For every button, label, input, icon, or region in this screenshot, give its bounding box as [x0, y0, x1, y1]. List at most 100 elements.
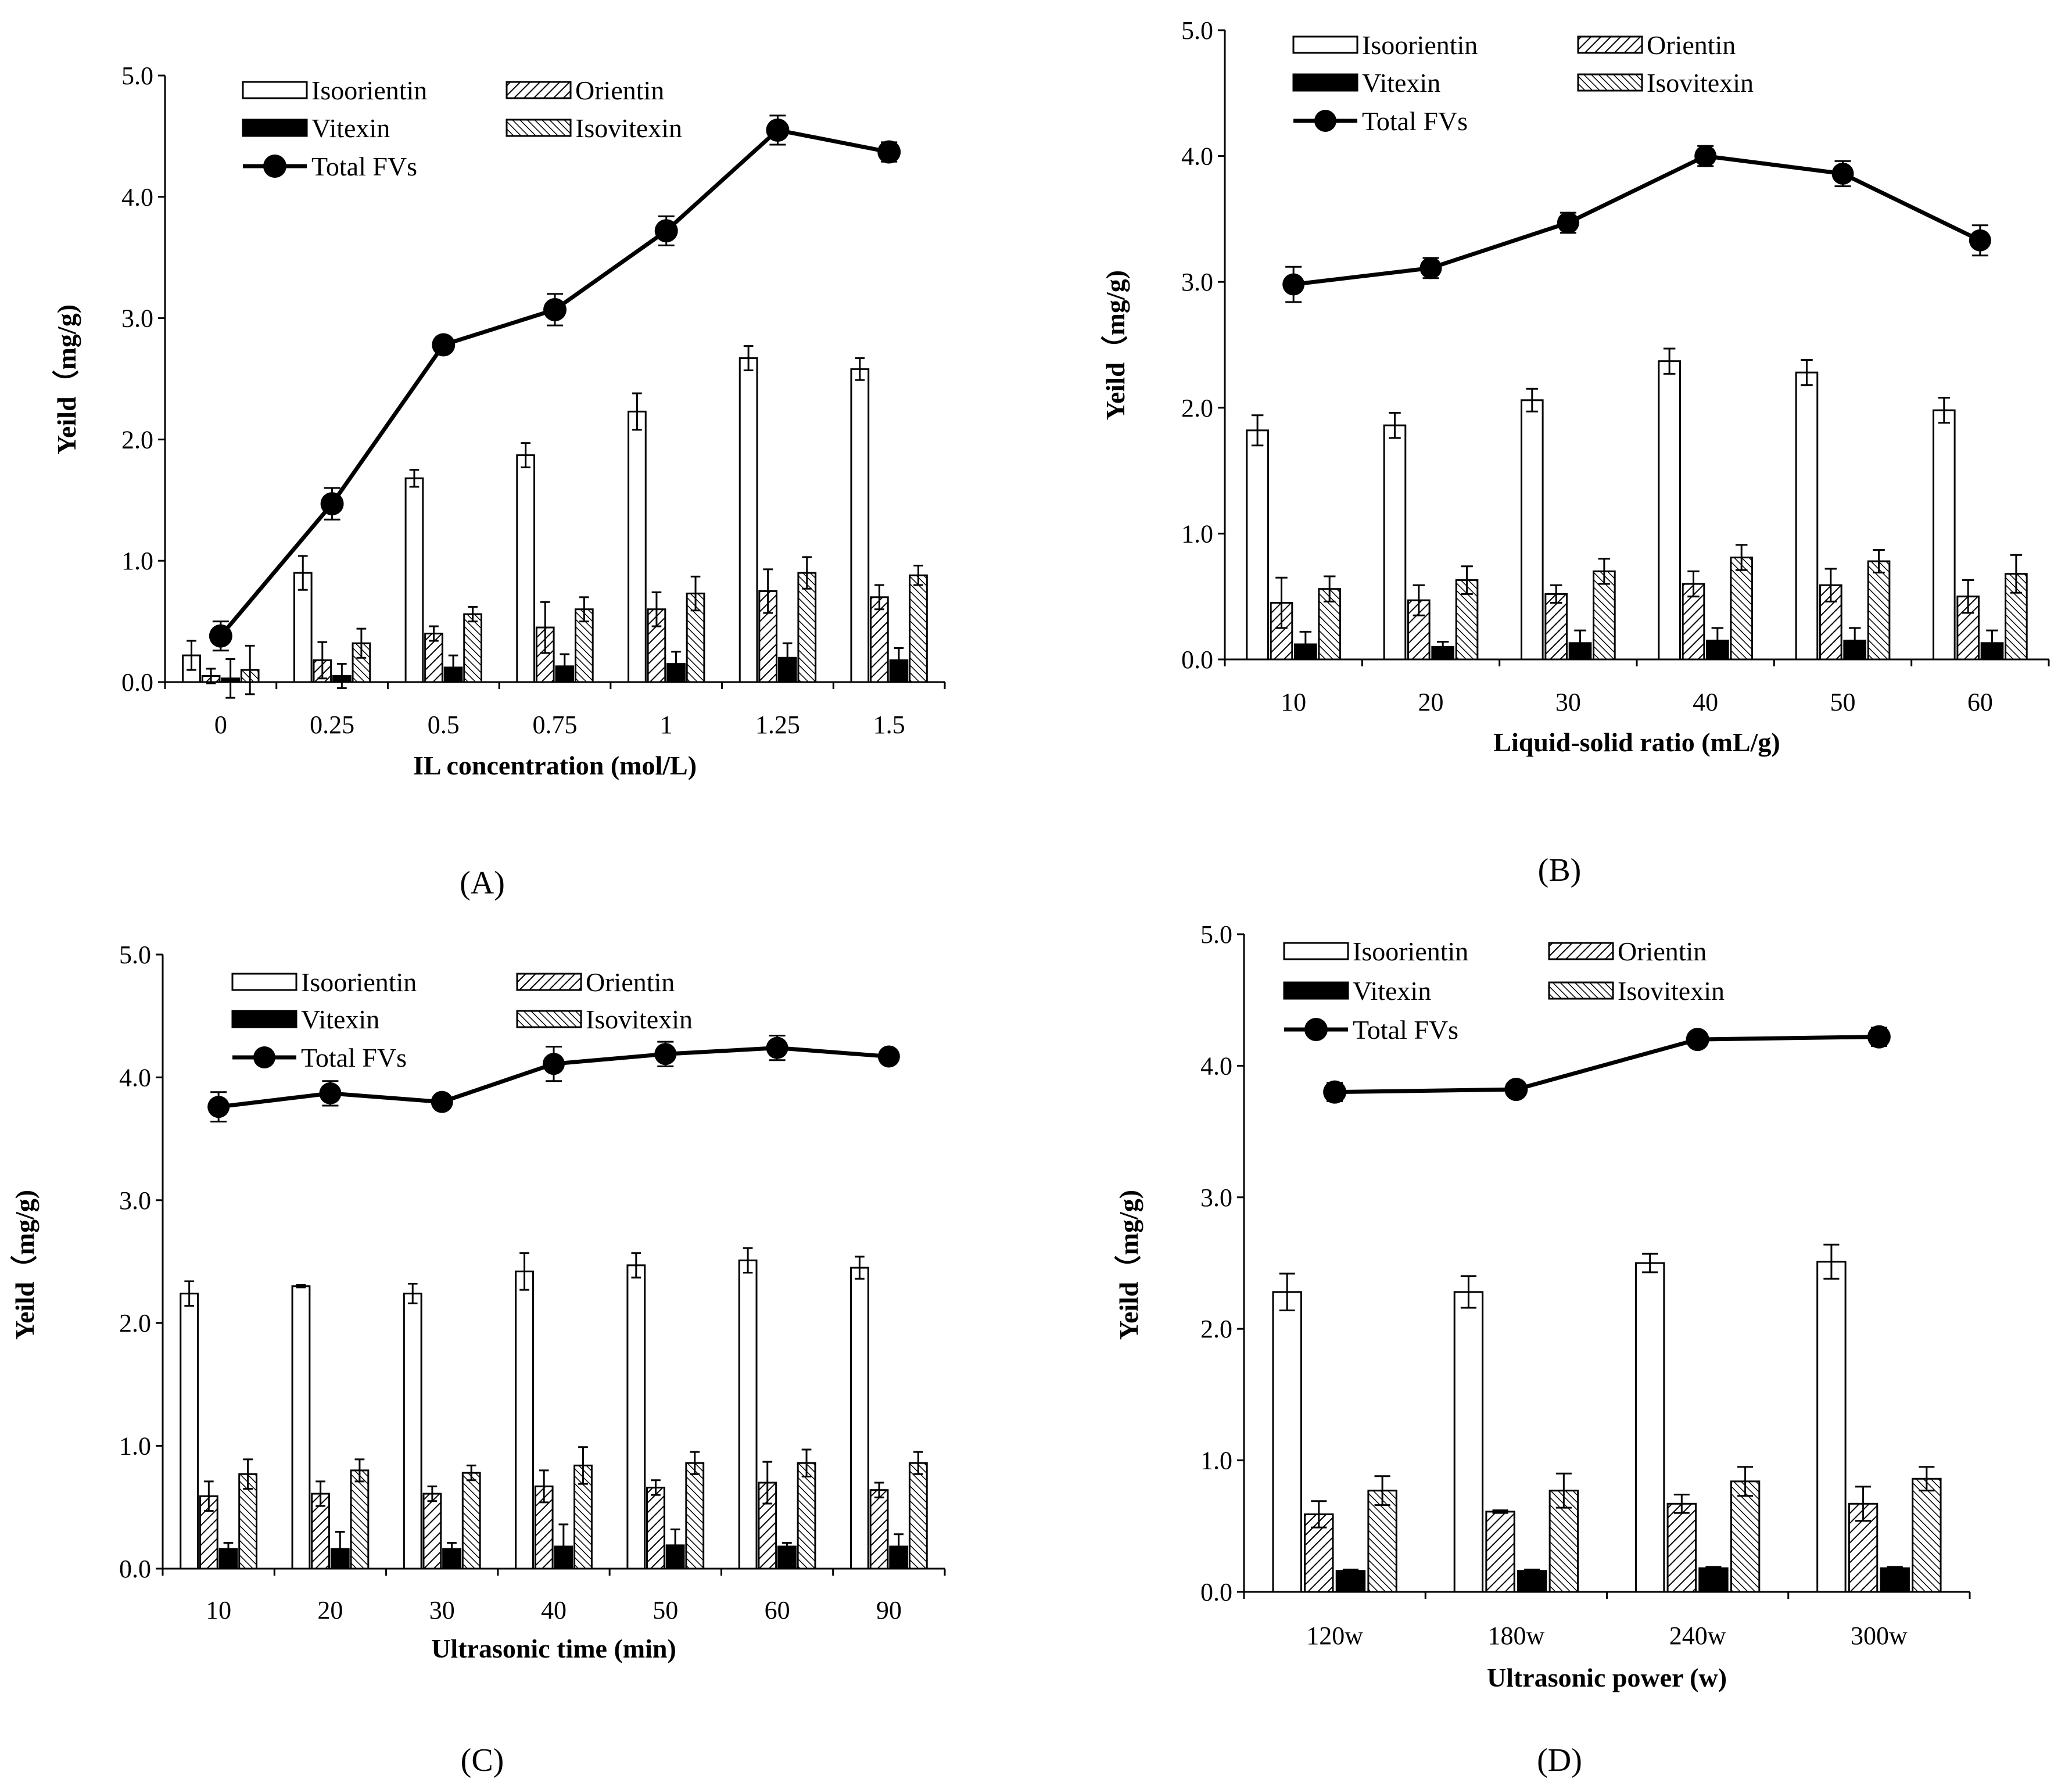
y-tick-label: 0.0: [1181, 645, 1213, 674]
y-tick-label: 4.0: [1181, 142, 1213, 171]
y-tick-label: 4.0: [119, 1063, 151, 1092]
x-axis-title: Ultrasonic time (min): [431, 1634, 676, 1663]
bar-orientin: [870, 596, 889, 683]
bar-isovitexin: [685, 1462, 705, 1570]
y-tick-label: 4.0: [1200, 1052, 1232, 1080]
y-tick-label: 3.0: [119, 1186, 151, 1215]
bar-vitexin: [1698, 1567, 1729, 1593]
x-tick-label: 20: [1418, 688, 1444, 716]
y-tick-label: 0.0: [119, 1555, 151, 1583]
bar-isoorientin: [291, 1285, 311, 1570]
point-total-fvs: [319, 1082, 342, 1104]
bar-isoorientin: [1272, 1291, 1302, 1593]
y-axis-title: Yeild（mg/g): [52, 304, 81, 454]
bar-isovitexin: [797, 1462, 816, 1570]
chart-panel-d: 0.0 1.0 2.0 3.0 4.0 5.0 120w 180w 240w 300w Ultras…: [1114, 920, 1971, 1778]
legend-label-isovitexin: Isovitexin: [586, 1005, 693, 1034]
bar-isoorientin: [516, 454, 536, 683]
x-tick-label: 1.5: [873, 711, 905, 739]
x-tick-label: 1: [660, 711, 673, 739]
x-tick-label: 30: [1555, 688, 1581, 716]
legend-label-isoorientin: Isoorientin: [311, 76, 427, 105]
bar-orientin: [1485, 1511, 1515, 1593]
chart-panel-b: 0.0 1.0 2.0 3.0 4.0 5.0 10 20 30 40 50 60 Liquid-sol…: [1100, 16, 2050, 888]
legend-swatch-orientin: [1577, 35, 1643, 54]
point-total-fvs: [1557, 211, 1579, 234]
bar-isoorientin: [1520, 399, 1544, 661]
legend-label-vitexin: Vitexin: [1362, 68, 1440, 98]
y-tick-label: 5.0: [121, 62, 153, 90]
bar-isovitexin: [1867, 560, 1891, 661]
bar-orientin: [869, 1489, 889, 1570]
x-tick-label: 10: [1281, 688, 1306, 716]
bar-vitexin: [1880, 1567, 1910, 1593]
legend-label-isoorientin: Isoorientin: [1353, 937, 1468, 966]
x-tick-label: 30: [429, 1596, 455, 1624]
legend-label-isoorientin: Isoorientin: [1362, 30, 1478, 60]
legend-swatch-vitexin: [1292, 73, 1358, 92]
bar-isoorientin: [738, 1259, 758, 1570]
y-tick-label: 0.0: [1200, 1578, 1232, 1606]
legend-marker-total-fvs: [1314, 110, 1336, 132]
x-tick-label: 40: [541, 1596, 567, 1624]
point-total-fvs: [431, 1090, 453, 1113]
x-tick-label: 300w: [1851, 1622, 1908, 1650]
legend-swatch-vitexin: [1283, 981, 1349, 1000]
legend-swatch-isoorientin: [231, 973, 297, 991]
bar-isoorientin: [1658, 360, 1681, 661]
legend-label-vitexin: Vitexin: [301, 1005, 379, 1034]
legend-swatch-vitexin: [231, 1010, 297, 1028]
point-total-fvs: [766, 118, 790, 142]
x-tick-label: 40: [1693, 688, 1718, 716]
x-tick-label: 0.5: [428, 711, 460, 739]
legend-marker-total-fvs: [1304, 1018, 1328, 1041]
x-tick-label: 60: [765, 1596, 790, 1624]
legend-swatch-vitexin: [242, 119, 308, 137]
x-axis-title: IL concentration (mol/L): [413, 751, 697, 780]
x-tick-label: 120w: [1306, 1622, 1363, 1650]
x-tick-label: 240w: [1669, 1622, 1726, 1650]
legend-label-isovitexin: Isovitexin: [1647, 68, 1754, 98]
point-total-fvs: [1867, 1025, 1891, 1049]
y-tick-label: 4.0: [121, 183, 153, 211]
legend-swatch-isovitexin: [506, 119, 572, 137]
point-total-fvs: [1969, 229, 1991, 252]
bar-orientin: [422, 1493, 442, 1570]
x-tick-label: 0.25: [310, 711, 354, 739]
legend-label-total-fvs: Total FVs: [1353, 1015, 1458, 1045]
bar-isoorientin: [626, 1264, 646, 1570]
bar-isovitexin: [909, 574, 928, 683]
legend-label-isovitexin: Isovitexin: [575, 113, 682, 143]
legend-label-isovitexin: Isovitexin: [1618, 976, 1725, 1006]
bar-isoorientin: [850, 368, 870, 683]
x-tick-label: 50: [1830, 688, 1856, 716]
bar-isovitexin: [1912, 1477, 1942, 1593]
chart-panel-a: 0.0 1.0 2.0 3.0 4.0 5.0 0 0.25 0.5 0.75 1 1.25 1.5 IL…: [52, 62, 946, 901]
bar-orientin: [646, 1486, 665, 1570]
legend: Isoorientin Orientin Vitexin Isovitexin Tota…: [242, 76, 682, 181]
point-total-fvs: [543, 297, 567, 321]
line-total-fvs: [219, 128, 890, 637]
y-axis-title: Yeild（mg/g): [10, 1190, 40, 1340]
y-tick-label: 5.0: [1200, 920, 1232, 949]
x-tick-label: 10: [206, 1596, 231, 1624]
bar-isoorientin: [1634, 1262, 1665, 1593]
legend-swatch-orientin: [516, 973, 582, 991]
y-tick-label: 3.0: [1200, 1183, 1232, 1212]
bar-isoorientin: [515, 1270, 534, 1570]
x-tick-label: 20: [317, 1596, 343, 1624]
legend-marker-total-fvs: [263, 155, 286, 178]
bar-isoorientin: [1932, 409, 1956, 661]
legend-label-total-fvs: Total FVs: [1362, 106, 1468, 136]
bar-isoorientin: [628, 410, 647, 683]
y-axis-title: Yeild（mg/g): [1114, 1190, 1143, 1340]
legend-swatch-orientin: [1548, 942, 1614, 960]
point-total-fvs: [1831, 162, 1854, 185]
bar-orientin: [1666, 1502, 1697, 1593]
legend-label-vitexin: Vitexin: [1353, 976, 1431, 1006]
y-tick-label: 1.0: [1181, 519, 1213, 548]
y-tick-label: 2.0: [121, 425, 153, 454]
y-tick-label: 1.0: [121, 547, 153, 575]
x-tick-label: 60: [1967, 688, 1993, 716]
